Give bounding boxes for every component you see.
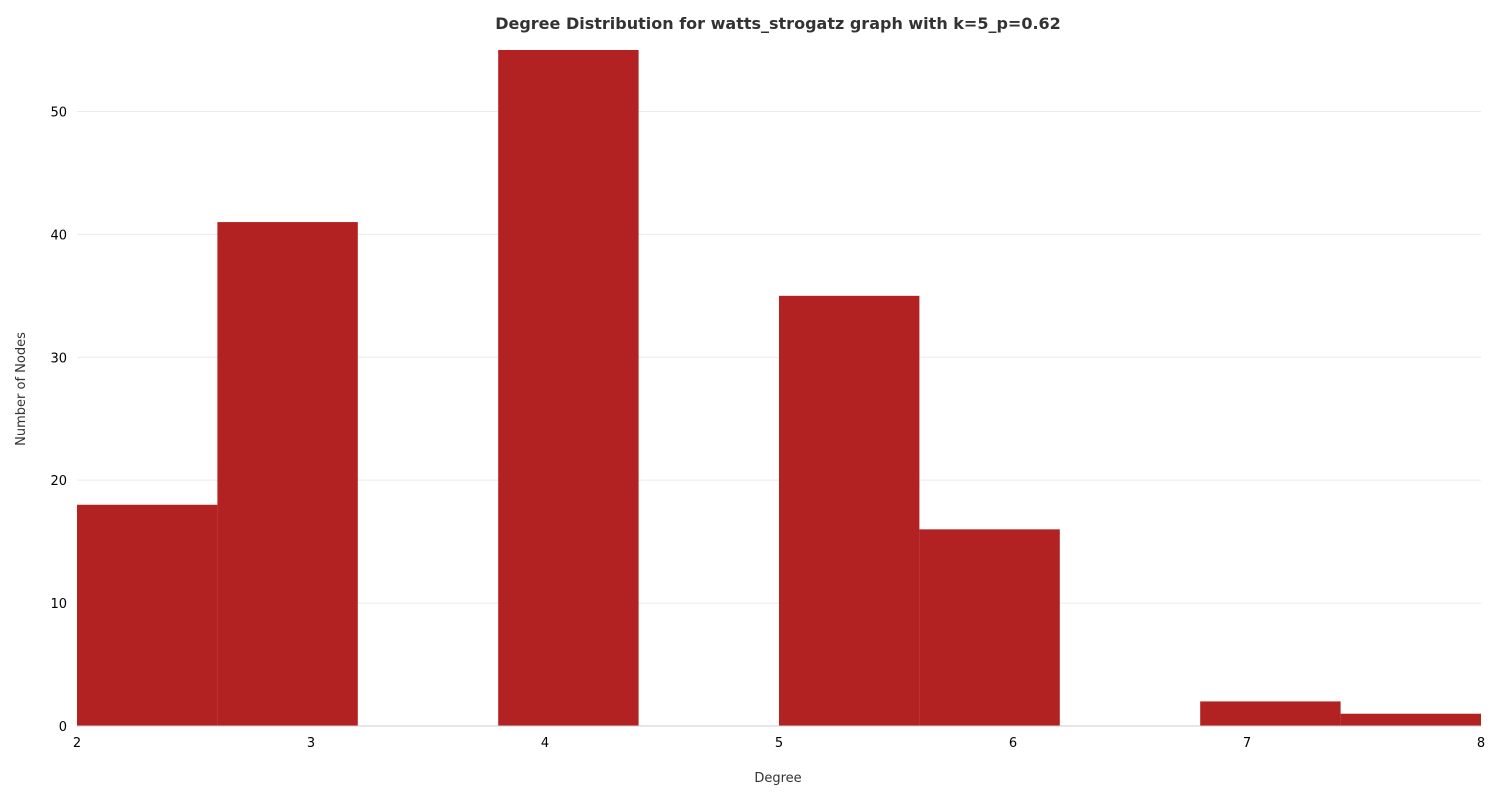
- y-axis-label: Number of Nodes: [14, 332, 29, 446]
- y-tick-label: 0: [59, 720, 67, 735]
- y-tick-label: 20: [50, 474, 67, 489]
- histogram-bar: [498, 50, 639, 726]
- chart-title: Degree Distribution for watts_strogatz g…: [495, 14, 1061, 33]
- y-tick-label: 40: [50, 228, 67, 243]
- x-tick-label: 2: [73, 736, 81, 751]
- x-tick-label: 4: [541, 736, 549, 751]
- x-axis-label: Degree: [754, 771, 801, 786]
- y-tick-label: 50: [50, 105, 67, 120]
- x-axis-ticks: 2 3 4 5 6 7 8: [73, 736, 1485, 751]
- histogram-bars: [77, 50, 1481, 726]
- y-tick-label: 10: [50, 597, 67, 612]
- x-tick-label: 6: [1009, 736, 1017, 751]
- y-axis-ticks: 0 10 20 30 40 50: [50, 105, 67, 735]
- histogram-bar: [919, 529, 1060, 726]
- x-tick-label: 7: [1243, 736, 1251, 751]
- histogram-bar: [217, 222, 358, 726]
- histogram-bar: [1200, 701, 1341, 726]
- y-tick-label: 30: [50, 351, 67, 366]
- histogram-bar: [77, 504, 218, 726]
- histogram-bar: [779, 295, 920, 726]
- x-tick-label: 5: [775, 736, 783, 751]
- x-tick-label: 3: [307, 736, 315, 751]
- x-tick-label: 8: [1477, 736, 1485, 751]
- histogram-bar: [1340, 713, 1481, 726]
